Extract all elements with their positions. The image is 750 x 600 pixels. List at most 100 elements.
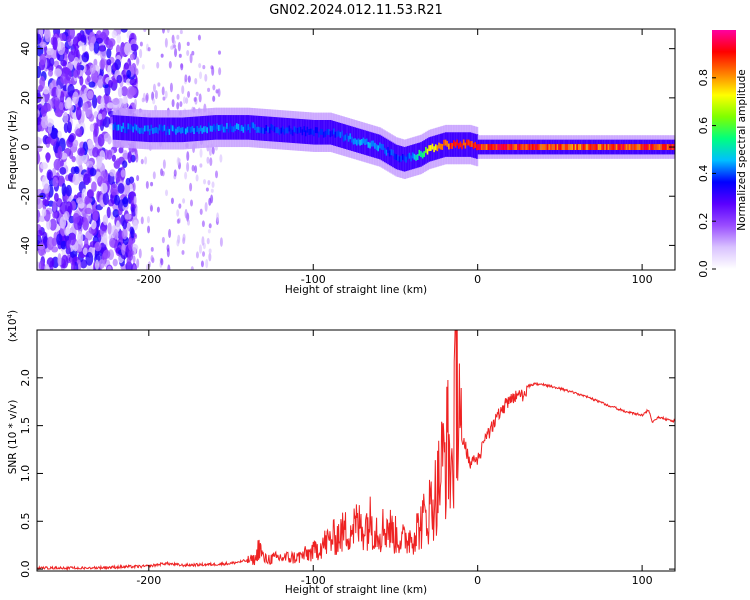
spectrogram-cell xyxy=(175,128,178,135)
spectrogram-cell xyxy=(587,144,591,150)
spectrogram-cell xyxy=(94,123,99,137)
spectrogram-cell xyxy=(83,173,91,186)
spectrogram-cell xyxy=(204,201,208,212)
spectrogram-cell xyxy=(50,127,58,140)
spectrogram-cell xyxy=(207,229,211,234)
spectrogram-cell xyxy=(211,66,215,76)
spectrogram-cell xyxy=(642,144,645,150)
spectrogram-cell xyxy=(477,144,480,150)
spectrogram-cell xyxy=(469,141,472,147)
spectrogram-cell xyxy=(428,145,431,152)
spectrogram-cell xyxy=(372,140,375,147)
spectrogram-cell xyxy=(375,144,378,151)
spectrogram-cell xyxy=(235,123,239,130)
spectrogram-cell xyxy=(186,41,190,47)
spectrogram-cell xyxy=(37,224,42,232)
spectrogram-cell xyxy=(201,127,204,134)
spectrogram-cell xyxy=(446,140,449,147)
spectrogram-cell xyxy=(152,83,156,93)
spectrogram-cell xyxy=(301,129,304,136)
spectrogram-cell xyxy=(630,144,633,150)
spectrogram-cell xyxy=(208,122,211,129)
spectrogram-cell xyxy=(134,123,137,130)
spectrogram-cell xyxy=(250,122,253,129)
spectrogram-cell xyxy=(81,52,89,63)
spectrogram-cell xyxy=(221,124,224,131)
spectrogram-cell xyxy=(459,141,462,148)
spectrogram-cell xyxy=(499,144,502,150)
spectrogram-cell xyxy=(138,248,142,259)
spectrogram-cell xyxy=(102,232,108,245)
spectrogram-cell xyxy=(56,233,63,246)
spectrogram-cell xyxy=(143,29,147,33)
spectrogram-cell xyxy=(58,101,64,111)
spectrogram-cell xyxy=(655,144,658,150)
spectrogram-cell xyxy=(54,95,60,110)
spectrogram-cell xyxy=(97,75,104,89)
spectrogram-cell xyxy=(76,62,81,76)
spectrogram-cell xyxy=(108,79,113,88)
spectrogram-cell xyxy=(147,225,151,234)
spectrogram-cell xyxy=(82,102,89,112)
y-tick-label: 40 xyxy=(19,42,32,56)
spectrogram-cell xyxy=(249,126,252,133)
colorbar-tick-label: 0.8 xyxy=(697,69,710,87)
spectrogram-cell xyxy=(411,152,415,159)
figure-title: GN02.2024.012.11.53.R21 xyxy=(269,3,443,18)
spectrogram-cell xyxy=(308,129,311,135)
spectrogram-cell xyxy=(226,122,229,129)
spectrogram-cell xyxy=(551,144,554,150)
spectrogram-cell xyxy=(120,86,129,97)
spectrogram-cell xyxy=(62,112,69,124)
spectrogram-cell xyxy=(637,144,640,150)
spectrogram-cell xyxy=(72,139,79,148)
spectrogram-cell xyxy=(661,144,665,150)
spectrogram-cell xyxy=(615,144,619,150)
spectrogram-cell xyxy=(124,42,132,56)
spectrogram-cell xyxy=(589,144,592,150)
spectrogram-cell xyxy=(594,144,597,150)
spectrogram-cell xyxy=(102,116,111,128)
spectrogram-x-ticks: -200 -100 0 100 xyxy=(136,29,653,286)
spectrogram-cell xyxy=(129,226,134,235)
spectrogram-cell xyxy=(171,99,175,108)
spectrogram-cell xyxy=(643,144,646,150)
spectrogram-cell xyxy=(152,171,156,180)
spectrogram-cell xyxy=(120,126,124,133)
spectrogram-cell xyxy=(47,122,53,134)
spectrogram-cell xyxy=(185,97,189,104)
spectrogram-cell xyxy=(645,144,648,150)
spectrogram-cell xyxy=(178,126,181,133)
spectrogram-cell xyxy=(607,144,610,150)
spectrogram-cell xyxy=(267,126,270,133)
spectrogram-cell xyxy=(87,90,94,100)
spectrogram-cell xyxy=(37,145,43,153)
spectrogram-cell xyxy=(115,220,121,233)
spectrogram-cell xyxy=(211,125,214,132)
spectrogram-cell xyxy=(638,144,642,150)
spectrogram-cell xyxy=(305,130,308,137)
spectrogram-cell xyxy=(150,181,154,187)
spectrogram-cell xyxy=(37,44,44,57)
spectrogram-cell xyxy=(40,105,48,117)
spectrogram-cell xyxy=(257,126,260,133)
spectrogram-cell xyxy=(400,155,403,162)
spectrogram-cell xyxy=(122,160,128,168)
spectrogram-cell xyxy=(45,152,50,163)
spectrogram-cell xyxy=(68,232,77,246)
colorbar-tick-label: 0.2 xyxy=(697,212,710,230)
colorbar-tick-label: 0.6 xyxy=(697,117,710,135)
spectrogram-cell xyxy=(387,146,390,153)
spectrogram-cell xyxy=(94,241,102,252)
spectrogram-cell xyxy=(568,144,571,150)
spectrogram-cell xyxy=(569,144,572,150)
spectrogram-cell xyxy=(199,71,203,80)
spectrogram-cell xyxy=(462,139,466,146)
spectrogram-cell xyxy=(173,126,176,133)
spectrogram-cell xyxy=(127,123,130,130)
spectrogram-cell xyxy=(405,156,408,163)
spectrogram-cell xyxy=(53,192,59,202)
spectrogram-cell xyxy=(41,208,47,217)
spectrogram-cell xyxy=(37,136,41,145)
spectrogram-cell xyxy=(258,127,262,134)
